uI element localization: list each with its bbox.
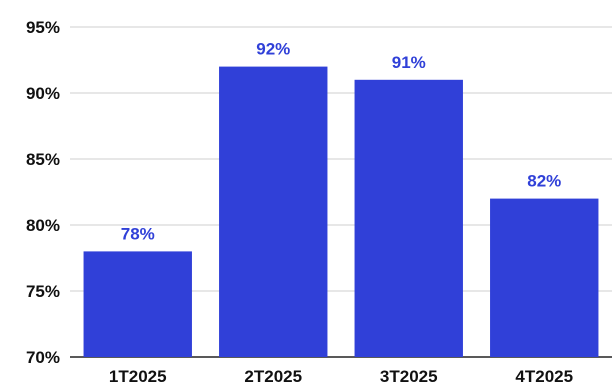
y-tick-label: 85% [26,150,60,169]
bar [490,198,599,357]
data-label: 82% [527,172,561,191]
x-tick-label: 2T2025 [244,367,302,386]
bar [83,251,192,357]
data-label: 92% [256,40,290,59]
bars [83,66,599,358]
bar [219,66,328,357]
x-tick-label: 3T2025 [380,367,438,386]
x-tick-label: 4T2025 [515,367,573,386]
y-tick-label: 95% [26,18,60,37]
y-tick-label: 75% [26,282,60,301]
bar [354,79,463,358]
data-label: 78% [121,224,155,243]
y-tick-label: 90% [26,84,60,103]
y-tick-label: 80% [26,216,60,235]
data-labels: 78% 92% 91% 82% [121,40,562,244]
x-tick-label: 1T2025 [109,367,167,386]
data-label: 91% [392,53,426,72]
x-axis-ticks: 1T2025 2T2025 3T2025 4T2025 [109,367,573,386]
y-tick-label: 70% [26,348,60,367]
y-axis-ticks: 70% 75% 80% 85% 90% 95% [26,18,60,367]
